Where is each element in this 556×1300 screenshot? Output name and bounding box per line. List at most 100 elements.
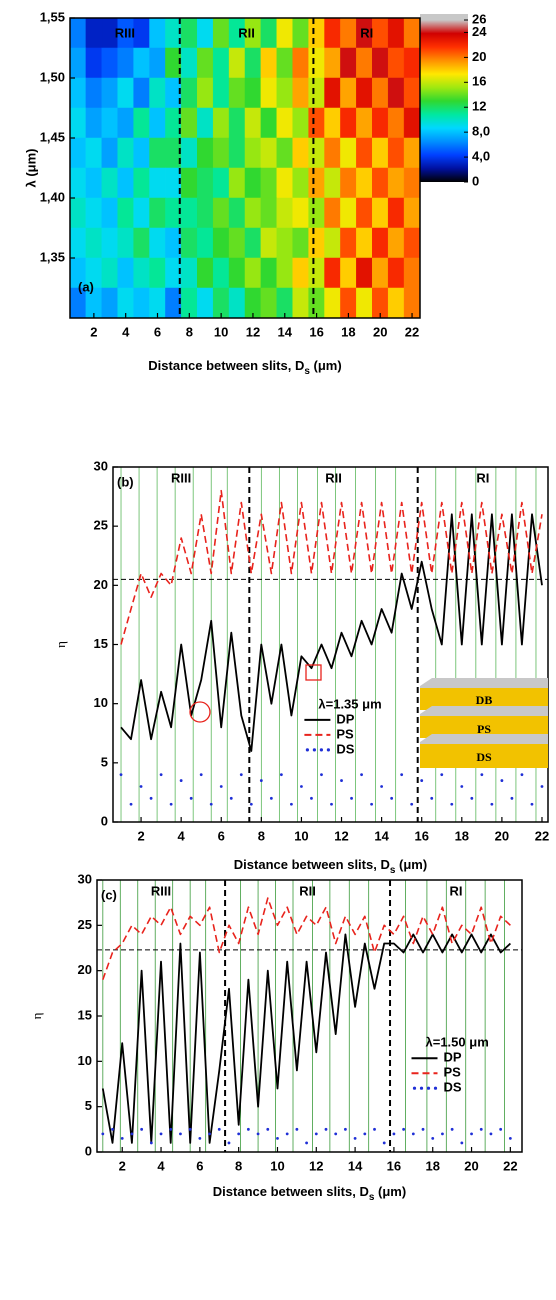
heatmap-cell: [372, 137, 389, 169]
legend-swatch: [305, 748, 309, 752]
heatmap-cell: [387, 197, 405, 229]
y-axis-label: η: [29, 1012, 44, 1019]
heatmap-cell: [292, 77, 309, 109]
heatmap-cell: [197, 287, 214, 319]
data-point: [479, 1127, 483, 1131]
heatmap-cell: [212, 167, 230, 199]
heatmap-cell: [85, 137, 103, 169]
y-tick-label: 10: [94, 695, 108, 710]
highlight-circle: [189, 701, 211, 723]
heatmap-cell: [212, 227, 230, 259]
heatmap-cell: [212, 257, 230, 289]
x-tick-label: 18: [341, 324, 355, 339]
legend-swatch: [326, 748, 330, 752]
data-point: [227, 1141, 231, 1145]
highlight-square: [305, 664, 322, 681]
data-point: [363, 1132, 367, 1136]
heatmap-cell: [308, 17, 325, 49]
data-point: [310, 796, 313, 800]
heatmap-cell: [69, 17, 87, 49]
heatmap-cell: [133, 167, 150, 199]
region-label: RI: [450, 883, 463, 898]
colorbar-tick-label: 0: [472, 173, 479, 188]
x-tick-label: 14: [374, 828, 389, 843]
heatmap-cell: [69, 77, 87, 109]
heatmap-cell: [101, 77, 118, 109]
heatmap-cell: [403, 47, 421, 79]
heatmap-cell: [356, 77, 373, 109]
data-point: [324, 1127, 328, 1131]
data-point: [320, 773, 323, 777]
data-point: [189, 796, 193, 800]
data-point: [129, 802, 133, 806]
inset-label: DS: [476, 750, 492, 764]
y-tick-label: 1,55: [40, 9, 65, 24]
y-tick-label: 30: [78, 871, 92, 886]
data-point: [239, 773, 243, 777]
data-point: [246, 1127, 250, 1131]
heatmap-cell: [228, 137, 246, 169]
heatmap-cell: [197, 47, 214, 79]
x-tick-label: 10: [294, 828, 308, 843]
x-tick-label: 12: [334, 828, 348, 843]
heatmap-cell: [356, 197, 373, 229]
legend-label: PS: [444, 1065, 462, 1080]
data-point: [540, 785, 544, 788]
data-point: [373, 1127, 376, 1131]
panel-label: (c): [101, 887, 117, 902]
data-point: [179, 779, 183, 782]
heatmap-cell: [292, 227, 309, 259]
heatmap-cell: [387, 77, 405, 109]
inset-layer: [420, 688, 548, 710]
region-label: RIII: [115, 25, 135, 40]
heatmap-cell: [340, 197, 357, 229]
heatmap-cell: [181, 197, 198, 229]
x-tick-label: 4: [157, 1158, 165, 1173]
data-point: [256, 1132, 260, 1136]
heatmap-cell: [181, 107, 198, 139]
heatmap-cell: [403, 137, 421, 169]
colorbar-tick-label: 4,0: [472, 149, 490, 164]
x-axis-label-part: Distance between slits, D: [234, 857, 390, 872]
data-line: [120, 489, 543, 645]
heatmap-cell: [403, 107, 421, 139]
heatmap-cell: [244, 47, 262, 79]
heatmap-cell: [69, 167, 87, 199]
data-point: [120, 1137, 124, 1140]
heatmap-cell: [197, 227, 214, 259]
heatmap-cell: [292, 137, 309, 169]
data-point: [460, 785, 464, 788]
x-tick-label: 14: [348, 1158, 363, 1173]
inset-label: PS: [477, 722, 491, 736]
heatmap-cell: [340, 257, 357, 289]
heatmap-cell: [356, 167, 373, 199]
x-tick-label: 6: [154, 324, 161, 339]
x-tick-label: 20: [373, 324, 387, 339]
heatmap-cell: [117, 227, 134, 259]
heatmap-cell: [244, 137, 262, 169]
region-label: RII: [238, 25, 255, 40]
heatmap-cell: [324, 167, 341, 199]
data-point: [353, 1137, 357, 1140]
data-point: [390, 796, 394, 800]
heatmap-cell: [260, 107, 278, 139]
heatmap-cell: [181, 167, 198, 199]
heatmap-cell: [308, 77, 325, 109]
heatmap-cell: [197, 167, 214, 199]
heatmap-cell: [117, 137, 134, 169]
x-axis-label-part: Distance between slits, D: [148, 358, 304, 373]
heatmap-cell: [85, 107, 103, 139]
data-point: [229, 796, 233, 800]
heatmap-cell: [117, 167, 134, 199]
data-point: [276, 1137, 279, 1140]
data-point: [140, 1127, 144, 1131]
heatmap-cell: [356, 257, 373, 289]
heatmap-cell: [387, 137, 405, 169]
heatmap-cell: [101, 47, 118, 79]
legend-label: DP: [336, 711, 354, 726]
data-point: [431, 1137, 435, 1140]
x-tick-label: 18: [455, 828, 469, 843]
